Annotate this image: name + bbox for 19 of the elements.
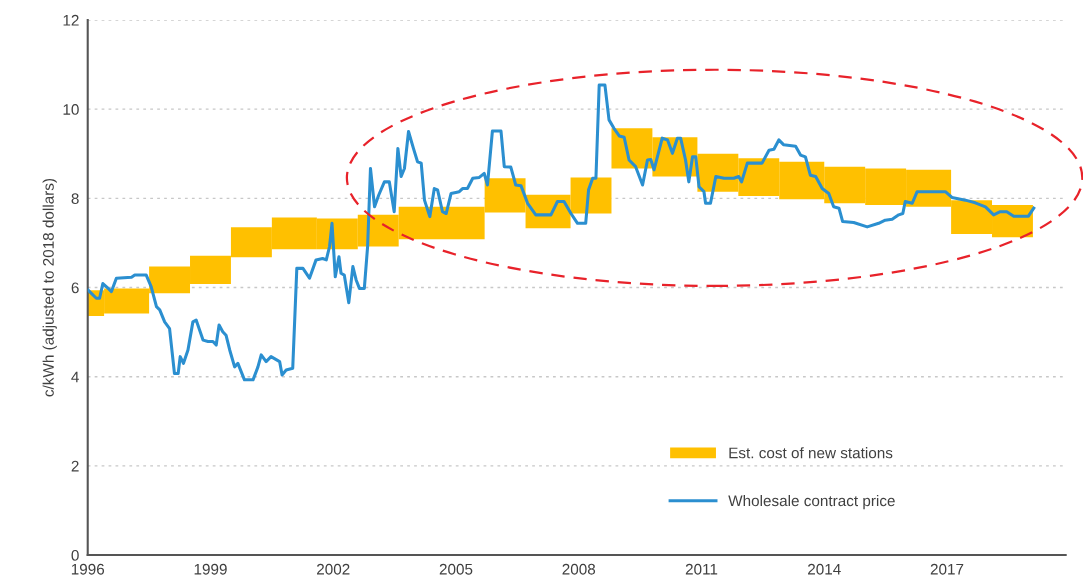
y-tick-label: 4 [71, 371, 79, 383]
x-tick-label: 1999 [194, 563, 227, 575]
line-series [87, 83, 1036, 382]
x-tick-label: 2005 [439, 563, 473, 575]
x-tick-label: 2008 [562, 563, 596, 575]
y-tick-label: 6 [71, 282, 79, 294]
y-tick-label: 0 [71, 549, 79, 561]
x-tick-label: 2014 [808, 563, 841, 575]
y-axis-title: c/kWh (adjusted to 2018 dollars) [42, 178, 57, 397]
x-tick-label: 1996 [71, 563, 105, 575]
legend-label: Wholesale contract price [728, 494, 895, 510]
y-tick-label: 8 [71, 193, 79, 205]
y-tick-label: 2 [71, 460, 79, 472]
x-tick-label: 2002 [317, 563, 350, 575]
x-tick-label: 2011 [685, 563, 718, 575]
y-tick-label: 10 [63, 104, 79, 115]
x-tick-label: 2017 [930, 563, 964, 575]
y-tick-label: 12 [63, 14, 79, 26]
legend-label: Est. cost of new stations [729, 447, 893, 459]
